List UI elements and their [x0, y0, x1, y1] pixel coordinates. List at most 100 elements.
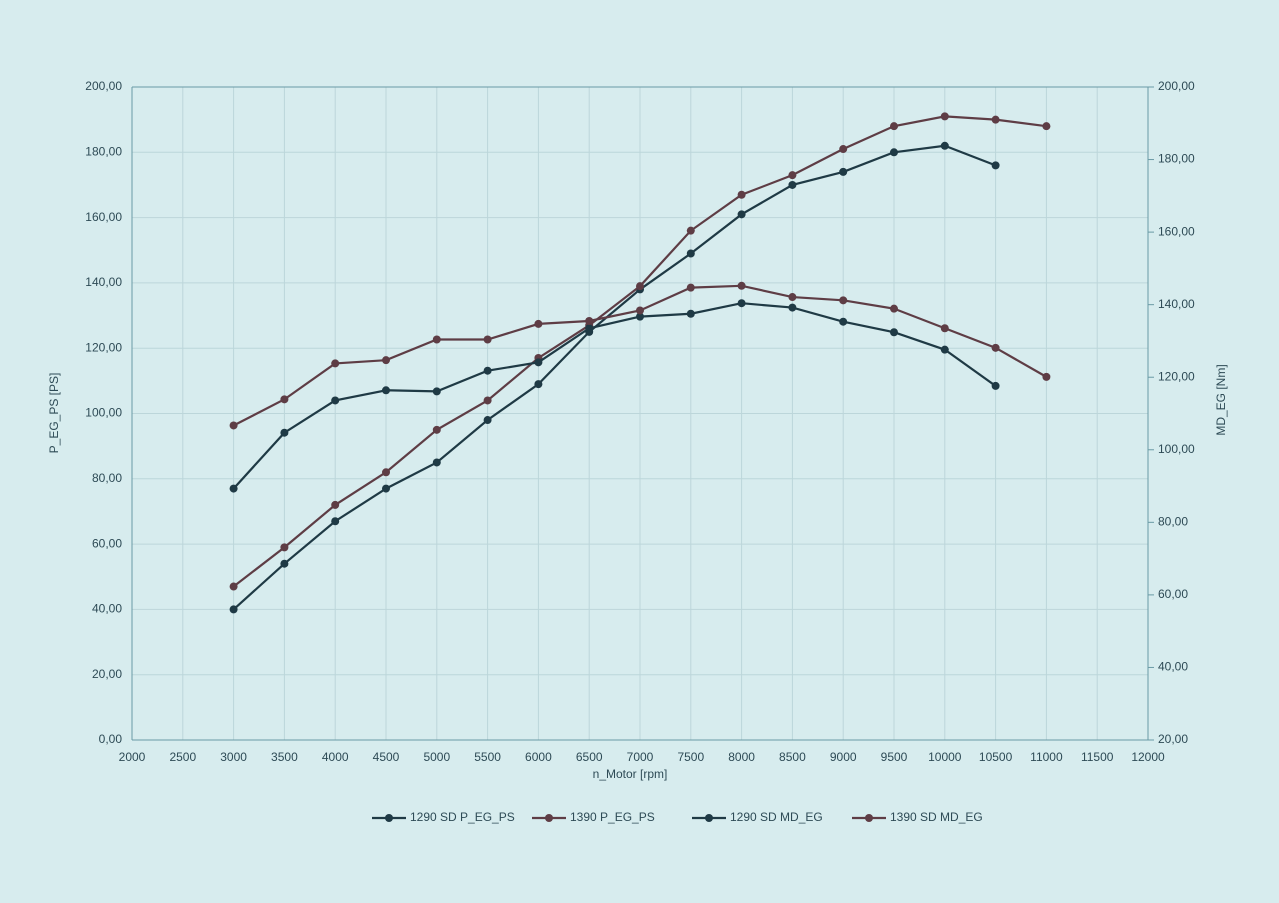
x-tick-label: 6000 [525, 750, 552, 764]
data-point [890, 328, 898, 337]
y2-tick-label: 120,00 [1158, 369, 1195, 383]
data-point [788, 303, 797, 312]
data-point [686, 309, 695, 318]
data-point [432, 425, 441, 434]
x-tick-label: 10500 [979, 750, 1013, 764]
data-point [788, 293, 797, 302]
x-tick-label: 5000 [423, 750, 450, 764]
data-point [585, 324, 594, 333]
y-tick-label: 180,00 [85, 144, 122, 158]
x-tick-label: 3500 [271, 750, 298, 764]
data-point [991, 161, 1000, 170]
y-tick-label: 160,00 [85, 210, 122, 224]
x-tick-label: 7500 [677, 750, 704, 764]
data-point [432, 458, 441, 467]
y-tick-label: 120,00 [85, 340, 122, 354]
y2-tick-label: 40,00 [1158, 660, 1188, 674]
x-tick-label: 10000 [928, 750, 962, 764]
data-point [940, 345, 949, 354]
x-tick-label: 11500 [1081, 750, 1114, 764]
data-point [788, 171, 797, 180]
x-tick-label: 6500 [576, 750, 603, 764]
x-tick-label: 2500 [169, 750, 196, 764]
data-point [737, 299, 746, 308]
x-tick-label: 12000 [1131, 750, 1165, 764]
data-point [534, 319, 543, 328]
data-point [229, 484, 238, 493]
data-point [280, 559, 289, 568]
data-point [940, 112, 949, 121]
data-point [991, 381, 1000, 390]
y2-tick-label: 60,00 [1158, 587, 1188, 601]
legend-label: 1290 SD MD_EG [730, 810, 823, 824]
x-tick-label: 3000 [220, 750, 247, 764]
data-point [483, 335, 492, 344]
x-tick-label: 8500 [779, 750, 806, 764]
x-tick-label: 9000 [830, 750, 857, 764]
legend-marker [385, 814, 393, 822]
data-point [940, 141, 949, 150]
data-point [382, 356, 390, 365]
data-point [839, 296, 848, 305]
data-point [534, 380, 543, 389]
data-point [737, 190, 746, 199]
x-tick-label: 2000 [119, 750, 146, 764]
y-tick-label: 60,00 [92, 536, 122, 550]
data-point [382, 484, 390, 493]
data-point [331, 500, 340, 509]
data-point [890, 148, 898, 157]
data-point [636, 306, 644, 315]
y-tick-label: 0,00 [99, 732, 123, 746]
data-point [737, 281, 746, 290]
legend-marker [865, 814, 873, 822]
data-point [229, 605, 238, 614]
data-point [331, 396, 340, 405]
data-point [534, 358, 543, 367]
data-point [839, 317, 848, 326]
y2-tick-label: 200,00 [1158, 79, 1195, 93]
data-point [737, 210, 746, 219]
y-tick-label: 80,00 [92, 471, 122, 485]
data-point [382, 386, 390, 395]
legend-label: 1390 SD MD_EG [890, 810, 983, 824]
data-point [839, 145, 848, 154]
y2-tick-label: 80,00 [1158, 515, 1188, 529]
series-line [232, 302, 997, 490]
data-point [686, 283, 695, 292]
legend-marker [545, 814, 553, 822]
x-axis-title: n_Motor [rpm] [593, 767, 668, 781]
data-point [1042, 372, 1051, 381]
data-point [483, 396, 492, 405]
legend-marker [705, 814, 713, 822]
data-point [483, 416, 492, 425]
data-point [483, 366, 492, 375]
data-point [585, 316, 594, 325]
x-tick-label: 4000 [322, 750, 349, 764]
data-point [1042, 122, 1051, 131]
y2-tick-label: 100,00 [1158, 442, 1195, 456]
x-tick-label: 4500 [373, 750, 400, 764]
data-point [890, 304, 898, 313]
x-tick-label: 7000 [627, 750, 654, 764]
data-point [382, 468, 390, 477]
data-point [991, 343, 1000, 352]
series-line [232, 144, 996, 611]
y2-tick-label: 20,00 [1158, 732, 1188, 746]
y-tick-label: 140,00 [85, 275, 122, 289]
data-point [991, 115, 1000, 124]
data-point [839, 167, 848, 176]
data-point [229, 582, 238, 591]
data-point [636, 312, 644, 321]
y2-tick-label: 140,00 [1158, 297, 1195, 311]
x-tick-label: 5500 [474, 750, 501, 764]
y2-tick-label: 160,00 [1158, 224, 1195, 238]
data-point [280, 395, 289, 404]
data-point [331, 517, 340, 526]
data-point [229, 421, 238, 430]
y-tick-label: 100,00 [85, 406, 122, 420]
data-point [280, 428, 289, 437]
y2-tick-label: 180,00 [1158, 152, 1195, 166]
y-tick-label: 20,00 [92, 667, 122, 681]
data-point [890, 122, 898, 131]
